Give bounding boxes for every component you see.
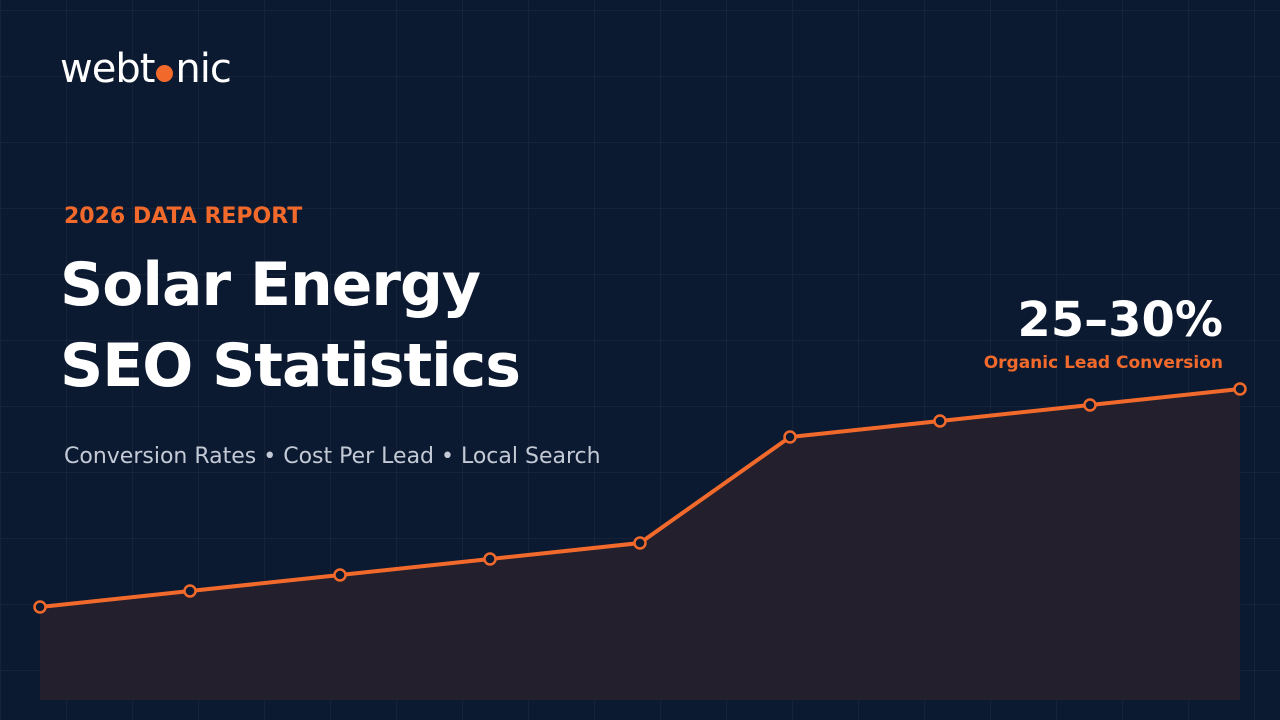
kicker: 2026 DATA REPORT	[64, 204, 303, 229]
highlight-value: 25–30%	[1017, 292, 1223, 348]
highlight-caption: Organic Lead Conversion	[983, 353, 1223, 373]
logo-dot	[156, 65, 174, 82]
logo: webt nic	[60, 46, 232, 92]
title: Solar Energy	[60, 250, 481, 320]
title: SEO Statistics	[60, 331, 521, 401]
logo-text: nic	[175, 46, 231, 92]
logo-text: webt	[60, 46, 155, 92]
points	[33, 382, 1247, 614]
subtitle: Conversion Rates • Cost Per Lead • Local…	[64, 444, 601, 469]
